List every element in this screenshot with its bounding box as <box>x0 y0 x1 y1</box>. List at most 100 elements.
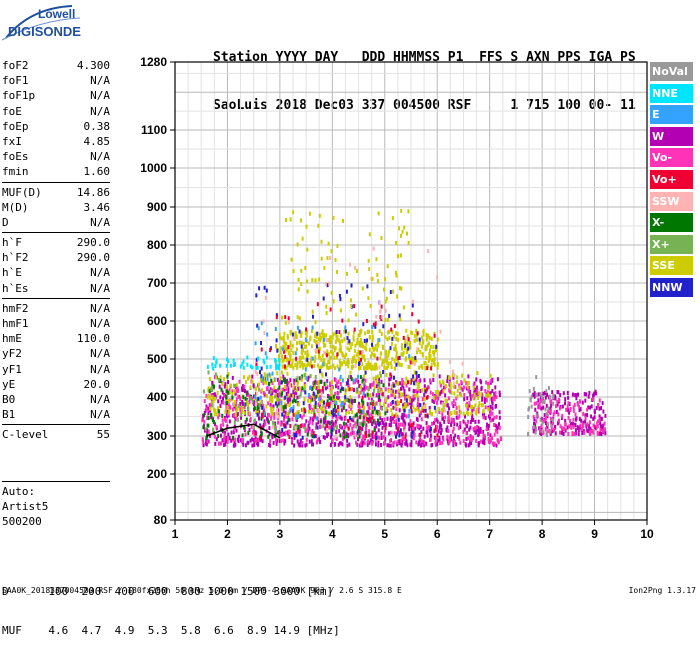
echo-point <box>466 410 468 415</box>
echo-point <box>350 365 353 370</box>
echo-point <box>571 431 574 436</box>
echo-point <box>366 392 369 397</box>
echo-point <box>446 403 449 408</box>
echo-point <box>275 432 278 437</box>
echo-point <box>383 417 386 422</box>
echo-point <box>207 406 210 411</box>
echo-point <box>237 417 239 422</box>
echo-point <box>419 410 422 415</box>
echo-point <box>431 398 434 403</box>
echo-point <box>466 404 469 409</box>
echo-point <box>330 393 333 398</box>
echo-point <box>491 411 494 416</box>
echo-point <box>392 334 395 339</box>
echo-point <box>436 365 439 370</box>
echo-point <box>425 395 428 400</box>
echo-point <box>332 363 335 368</box>
echo-point <box>259 395 262 400</box>
echo-point <box>386 337 389 342</box>
param-name: D <box>2 215 9 229</box>
echo-point <box>230 383 232 388</box>
echo-point <box>212 398 215 403</box>
echo-point <box>547 429 550 434</box>
echo-point <box>422 328 425 333</box>
echo-point <box>437 429 440 434</box>
echo-point <box>284 395 287 400</box>
echo-point <box>597 431 600 436</box>
echo-point <box>600 432 603 436</box>
echo-point <box>279 398 282 403</box>
echo-point <box>419 435 422 440</box>
echo-point <box>369 419 372 424</box>
echo-point <box>397 381 400 386</box>
echo-point <box>432 378 435 382</box>
echo-point <box>213 434 216 439</box>
echo-point <box>391 430 394 435</box>
echo-point <box>472 385 475 390</box>
echo-point <box>304 390 307 395</box>
param-value: N/A <box>90 317 110 330</box>
echo-point <box>316 438 319 443</box>
echo-point <box>233 389 236 394</box>
x-axis: 1 2 3 4 5 6 7 8 9 10 <box>172 520 654 541</box>
divider <box>2 481 110 482</box>
echo-point <box>403 429 406 434</box>
echo-point <box>311 309 314 314</box>
echo-point <box>294 363 297 367</box>
echo-point <box>221 418 224 423</box>
echo-point <box>421 407 424 412</box>
echo-point <box>580 426 583 431</box>
param-group-5: C-level 55 <box>2 427 110 442</box>
echo-point <box>544 416 547 421</box>
echo-point <box>201 418 204 423</box>
echo-point <box>360 357 362 362</box>
echo-point <box>289 402 291 407</box>
echo-point <box>314 397 316 401</box>
echo-point <box>391 400 394 404</box>
echo-point <box>241 384 244 389</box>
echo-point <box>575 396 578 401</box>
echo-point <box>211 362 214 367</box>
echo-point <box>399 422 402 427</box>
echo-point <box>424 365 427 370</box>
echo-point <box>540 423 543 428</box>
echo-point <box>203 419 206 424</box>
echo-point <box>418 379 421 384</box>
echo-point <box>215 437 218 442</box>
echo-point <box>226 401 228 405</box>
echo-point <box>401 392 404 397</box>
echo-point <box>297 430 299 435</box>
echo-point <box>339 388 342 393</box>
echo-point <box>415 440 418 445</box>
echo-point <box>262 391 265 395</box>
echo-point <box>326 349 329 354</box>
echo-point <box>215 412 218 417</box>
echo-point <box>386 361 389 365</box>
echo-point <box>287 417 290 422</box>
echo-point <box>286 358 289 363</box>
echo-point <box>254 439 257 444</box>
echo-point <box>326 379 329 384</box>
echo-point <box>434 427 437 432</box>
echo-point <box>393 440 396 445</box>
echo-point <box>479 378 482 383</box>
x-tick-label: 6 <box>434 527 441 541</box>
echo-point <box>367 411 370 416</box>
echo-point <box>319 394 322 399</box>
echo-point <box>297 287 300 292</box>
echo-point <box>493 392 496 396</box>
echo-point <box>358 341 361 345</box>
echo-point <box>401 352 404 357</box>
echo-point <box>305 334 308 339</box>
echo-point <box>278 362 281 367</box>
echo-point <box>289 353 292 358</box>
echo-point <box>418 384 421 389</box>
echo-point <box>462 411 465 416</box>
echo-point <box>419 424 422 429</box>
echo-point <box>287 395 290 400</box>
echo-point <box>476 389 479 394</box>
echo-point <box>478 391 481 396</box>
echo-point <box>358 425 361 430</box>
echo-point <box>348 401 351 406</box>
echo-point <box>487 438 490 443</box>
